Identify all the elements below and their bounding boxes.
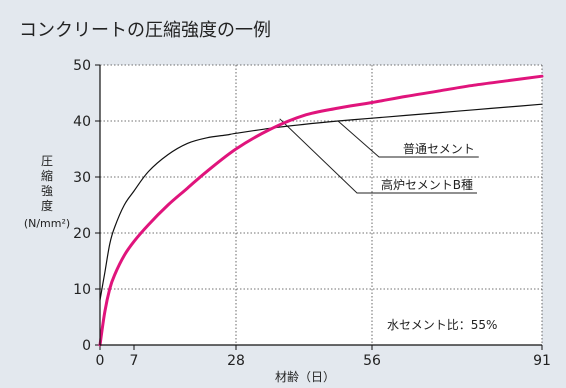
y-axis-label-char: 強 xyxy=(41,184,53,198)
chart-title: コンクリートの圧縮強度の一例 xyxy=(19,20,271,41)
y-axis-label-char: 度 xyxy=(41,198,53,213)
x-tick-label: 0 xyxy=(96,353,105,369)
axes xyxy=(99,65,542,346)
y-tick-label: 0 xyxy=(82,338,91,354)
annotation-leader-0 xyxy=(337,120,479,158)
x-axis-label: 材齢（日） xyxy=(275,369,335,384)
y-axis-label-char: 圧 xyxy=(41,154,53,168)
x-tick-label: 91 xyxy=(533,353,551,369)
annotation-normal-cement: 普通セメント xyxy=(403,142,475,156)
y-axis-label-char: 縮 xyxy=(41,168,53,183)
x-tick-label: 7 xyxy=(130,353,139,369)
axis-labels: 材齢（日） (N/mm²) 普通セメント 高炉セメントB種 水セメント比：55%… xyxy=(24,142,498,384)
annotation-blast-furnace-cement: 高炉セメントB種 xyxy=(381,177,473,192)
series-line-1 xyxy=(98,74,544,347)
series-line-0 xyxy=(99,103,543,301)
y-tick-label: 30 xyxy=(73,170,91,186)
y-tick-label: 20 xyxy=(73,226,91,242)
y-tick-label: 10 xyxy=(73,282,91,298)
x-tick-label: 28 xyxy=(227,353,245,369)
annotation-leaders xyxy=(279,118,479,194)
annotation-water-cement-ratio: 水セメント比：55% xyxy=(387,318,497,332)
x-tick-label: 56 xyxy=(363,353,381,369)
y-tick-label: 40 xyxy=(73,114,91,130)
grid xyxy=(100,64,543,345)
annotation-leader-1 xyxy=(279,118,477,194)
series-lines xyxy=(98,74,544,347)
y-axis-unit: (N/mm²) xyxy=(24,217,70,230)
y-tick-label: 50 xyxy=(73,58,91,74)
